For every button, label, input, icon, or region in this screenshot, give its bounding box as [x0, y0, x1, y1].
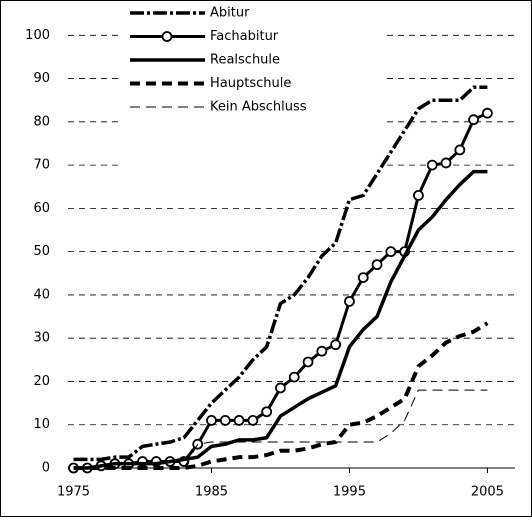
series-line — [73, 169, 488, 470]
point — [468, 114, 480, 126]
y-tick-label: 50 — [33, 244, 50, 259]
legend-label: Realschule — [210, 53, 280, 68]
point — [206, 415, 217, 426]
point — [233, 415, 245, 426]
point — [454, 144, 466, 156]
point — [275, 382, 286, 394]
y-tick-label: 100 — [25, 28, 50, 43]
y-tick-label: 0 — [42, 461, 50, 476]
point — [413, 189, 424, 201]
series-line — [73, 85, 488, 462]
legend-label: Fachabitur — [210, 29, 279, 44]
point — [344, 296, 355, 307]
point — [302, 356, 314, 368]
y-tick-label: 70 — [33, 158, 50, 173]
point — [316, 345, 328, 357]
y-tick-label: 40 — [33, 287, 50, 302]
x-tick-label: 2005 — [471, 485, 504, 500]
point — [261, 406, 273, 418]
point — [440, 157, 452, 169]
point — [219, 415, 231, 426]
point — [426, 159, 438, 171]
point — [371, 259, 383, 271]
point — [330, 339, 342, 351]
point — [385, 246, 397, 258]
point — [482, 107, 493, 119]
x-tick-label: 1995 — [333, 485, 366, 500]
legend-label: Kein Abschluss — [210, 100, 307, 115]
point — [288, 371, 300, 383]
legend-label: Hauptschule — [210, 76, 291, 91]
y-tick-label: 20 — [33, 374, 50, 389]
point — [357, 272, 369, 284]
y-tick-label: 90 — [33, 71, 50, 86]
y-tick-label: 30 — [33, 331, 50, 346]
y-tick-label: 80 — [33, 114, 50, 129]
y-tick-label: 60 — [33, 201, 50, 216]
x-tick-label: 1975 — [57, 485, 90, 500]
series-line — [73, 389, 488, 469]
legend-label: Abitur — [210, 6, 250, 21]
x-tick-label: 1985 — [195, 485, 228, 500]
y-tick-label: 10 — [33, 417, 50, 432]
point — [247, 415, 259, 426]
legend-marker — [161, 31, 173, 42]
